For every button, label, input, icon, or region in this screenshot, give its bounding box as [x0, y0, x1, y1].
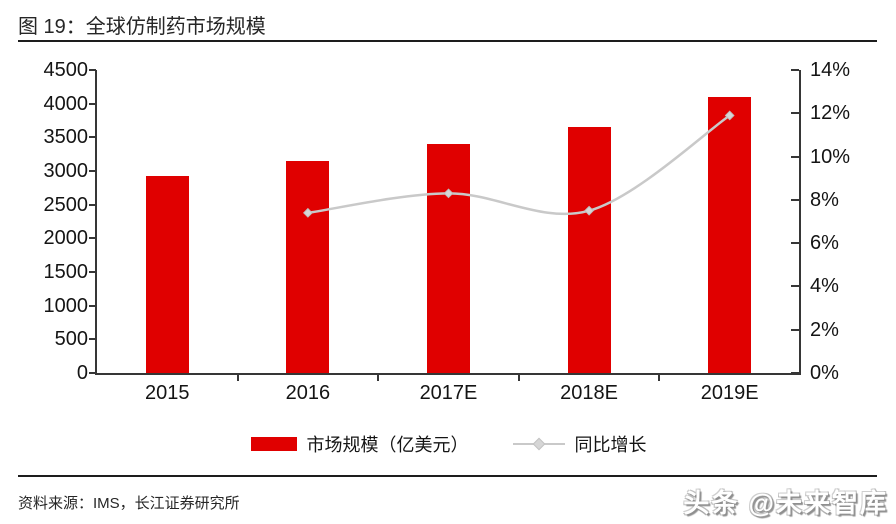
- line-series-swatch-icon: [512, 437, 565, 451]
- x-axis-tick: [236, 375, 239, 381]
- bar: [145, 175, 189, 373]
- right-axis-tick: [791, 112, 799, 115]
- x-axis-category-label: 2015: [145, 382, 190, 404]
- right-axis-tick-label: 8%: [810, 188, 839, 211]
- right-axis-tick-label: 2%: [810, 318, 839, 341]
- figure-title: 图 19：全球仿制药市场规模: [18, 16, 266, 38]
- right-axis-line: [799, 70, 801, 375]
- left-axis-tick: [89, 136, 96, 139]
- right-axis-tick: [791, 69, 799, 71]
- x-axis-category-label: 2016: [285, 382, 331, 404]
- bar: [286, 160, 330, 373]
- left-axis-tick: [89, 69, 96, 71]
- left-axis-tick-label: 3000: [43, 160, 89, 182]
- growth-line-marker: [584, 205, 595, 216]
- watermark-text: 头条 @未来智库: [683, 488, 888, 518]
- x-axis-category-label: 2019E: [700, 382, 759, 404]
- plot-area: [97, 70, 800, 373]
- legend-bar-label: 市场规模（亿美元）: [306, 435, 469, 455]
- left-axis-tick-label: 1000: [43, 294, 89, 317]
- right-axis-tick: [791, 242, 799, 245]
- left-axis-tick: [89, 338, 96, 341]
- bar: [427, 144, 470, 373]
- left-axis-tick-label: 3500: [43, 126, 89, 149]
- right-axis-tick-label: 12%: [810, 102, 851, 125]
- x-axis-tick: [517, 375, 520, 381]
- chart-legend: 市场规模（亿美元） 同比增长: [97, 431, 800, 457]
- growth-line-marker: [302, 207, 313, 218]
- left-axis-tick-label: 500: [54, 328, 88, 351]
- left-axis-tick: [89, 170, 96, 172]
- bar: [708, 96, 752, 373]
- x-axis-category-label: 2017E: [419, 382, 478, 404]
- right-axis-tick-label: 14%: [810, 59, 851, 81]
- right-axis-tick-label: 6%: [810, 232, 839, 255]
- growth-line-marker: [724, 110, 735, 121]
- title-divider: [18, 40, 877, 42]
- x-axis-tick: [377, 375, 380, 381]
- left-axis-tick: [89, 203, 96, 206]
- left-axis-tick-label: 4000: [43, 92, 89, 115]
- x-axis-tick: [658, 375, 661, 381]
- left-axis-tick-label: 2500: [43, 193, 89, 216]
- left-axis-tick: [89, 372, 96, 374]
- bar: [567, 127, 611, 373]
- right-axis-tick: [791, 285, 799, 288]
- legend-item-yoy-growth: 同比增长: [512, 431, 647, 457]
- right-axis-tick-label: 4%: [810, 275, 839, 298]
- x-axis-line: [95, 373, 801, 375]
- left-axis-tick: [89, 237, 96, 240]
- left-axis-line: [95, 70, 97, 375]
- x-axis-category-label: 2018E: [560, 382, 619, 404]
- right-axis-tick: [791, 155, 799, 158]
- bar-series-swatch-icon: [250, 437, 297, 451]
- right-axis-tick: [791, 372, 799, 374]
- legend-line-label: 同比增长: [574, 435, 647, 455]
- left-axis-tick-label: 1500: [43, 261, 89, 283]
- source-note: 资料来源：IMS，长江证券研究所: [18, 495, 240, 512]
- right-axis-tick: [791, 198, 799, 201]
- growth-line-marker: [443, 188, 454, 199]
- left-axis-tick: [89, 271, 96, 273]
- right-axis-tick-label: 0%: [810, 362, 839, 384]
- line-marker-icon: [532, 437, 545, 451]
- growth-line-chart: [302, 110, 735, 218]
- left-axis-tick: [89, 102, 96, 105]
- footer-divider: [18, 475, 877, 477]
- legend-item-market-size: 市场规模（亿美元）: [250, 431, 469, 457]
- right-axis-tick: [791, 328, 799, 331]
- left-axis-tick-label: 4500: [43, 59, 89, 81]
- right-axis-tick-label: 10%: [810, 145, 851, 168]
- left-axis-tick-label: 0: [76, 362, 88, 384]
- growth-line-path: [307, 114, 731, 216]
- left-axis-tick: [89, 304, 96, 307]
- left-axis-tick-label: 2000: [43, 227, 89, 250]
